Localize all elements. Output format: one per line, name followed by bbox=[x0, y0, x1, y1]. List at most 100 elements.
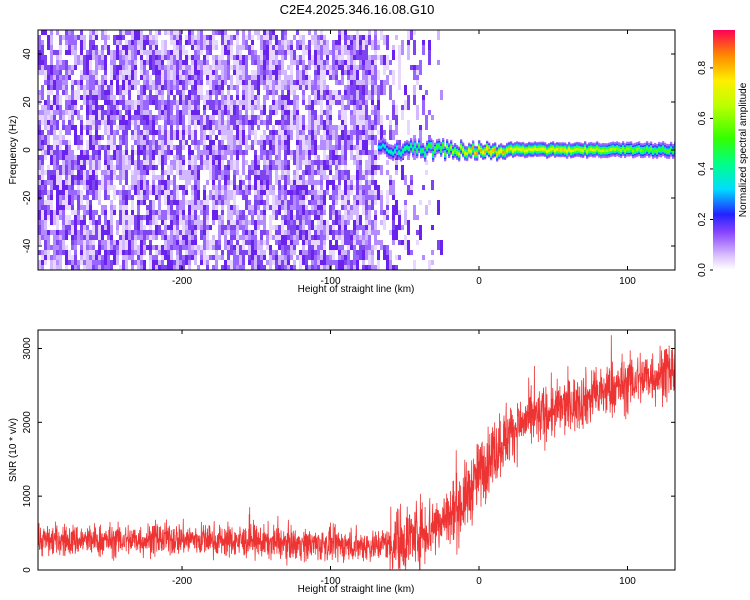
spectrogram-cell bbox=[401, 225, 404, 230]
spectrogram-cell bbox=[422, 255, 425, 260]
spectrogram-cell bbox=[116, 110, 119, 115]
spectrogram-cell bbox=[323, 150, 326, 155]
spectrogram-cell bbox=[374, 65, 377, 80]
spectrogram-cell bbox=[203, 165, 206, 170]
tone-cell bbox=[552, 147, 555, 151]
tone-cell bbox=[648, 148, 651, 152]
spectrogram-cell bbox=[134, 100, 137, 115]
spectrogram-cell bbox=[278, 240, 281, 245]
spectrogram-cell bbox=[356, 130, 359, 145]
spectrogram-cell bbox=[320, 235, 323, 245]
spectrogram-cell bbox=[143, 180, 146, 190]
spectrogram-cell bbox=[344, 130, 347, 145]
spectrogram-cell bbox=[143, 100, 146, 115]
spectrogram-cell bbox=[50, 80, 53, 85]
spectrogram-cell bbox=[134, 175, 137, 185]
spectrogram-cell bbox=[53, 115, 56, 120]
spectrogram-cell bbox=[47, 125, 50, 130]
spectrogram-cell bbox=[203, 65, 206, 75]
tone-cell bbox=[496, 152, 499, 156]
spectrogram-cell bbox=[38, 155, 41, 160]
spectrogram-cell bbox=[62, 150, 65, 155]
spectrogram-cell bbox=[116, 220, 119, 230]
spectrogram-cell bbox=[374, 105, 377, 120]
spectrogram-cell bbox=[56, 60, 59, 65]
spectrogram-cell bbox=[407, 30, 410, 40]
spectrogram-cell bbox=[101, 120, 104, 125]
spectrogram-cell bbox=[95, 45, 98, 50]
spectrogram-cell bbox=[89, 40, 92, 55]
spectrogram-cell bbox=[431, 180, 434, 190]
spectrogram-cell bbox=[263, 265, 266, 270]
spectrogram-cell bbox=[119, 140, 122, 145]
spectrogram-cell bbox=[392, 105, 395, 110]
spectrogram-cell bbox=[212, 240, 215, 245]
spectrogram-cell bbox=[101, 105, 104, 110]
spectrogram-cell bbox=[251, 145, 254, 150]
spectrogram-cell bbox=[407, 40, 410, 45]
spectrogram-cell bbox=[137, 235, 140, 240]
spectrogram-cell bbox=[281, 235, 284, 240]
spectrogram-cell bbox=[95, 225, 98, 240]
spectrogram-cell bbox=[251, 215, 254, 225]
spectrogram-cell bbox=[164, 45, 167, 50]
spectrogram-cell bbox=[335, 240, 338, 250]
spectrogram-cell bbox=[353, 175, 356, 180]
spectrogram-cell bbox=[137, 120, 140, 125]
spectrogram-cell bbox=[38, 160, 41, 170]
spectrogram-cell bbox=[356, 95, 359, 100]
spectrogram-cell bbox=[155, 195, 158, 200]
spectrogram-cell bbox=[347, 45, 350, 50]
spectrogram-cell bbox=[44, 210, 47, 225]
spectrogram-cell bbox=[131, 155, 134, 160]
spectrogram-cell bbox=[296, 220, 299, 225]
spectrogram-cell bbox=[221, 175, 224, 180]
spectrogram-cell bbox=[365, 245, 368, 250]
spectrogram-cell bbox=[104, 150, 107, 160]
spectrogram-cell bbox=[77, 170, 80, 175]
spectrogram-cell bbox=[104, 230, 107, 235]
spectrogram-cell bbox=[221, 140, 224, 145]
spectrogram-cell bbox=[260, 190, 263, 195]
spectrogram-cell bbox=[329, 225, 332, 230]
spectrogram-cell bbox=[74, 105, 77, 110]
spectrogram-cell bbox=[140, 60, 143, 75]
spectrogram-cell bbox=[437, 60, 440, 65]
spectrogram-cell bbox=[272, 65, 275, 70]
spectrogram-cell bbox=[329, 50, 332, 55]
spectrogram-cell bbox=[299, 265, 302, 270]
spectrogram-cell bbox=[197, 85, 200, 100]
spectrogram-cell bbox=[269, 175, 272, 185]
spectrogram-cell bbox=[356, 230, 359, 235]
spectrogram-cell bbox=[146, 145, 149, 150]
spectrogram-cell bbox=[161, 215, 164, 220]
spectrogram-cell bbox=[194, 190, 197, 200]
spectrogram-cell bbox=[200, 155, 203, 165]
spectrogram-cell bbox=[308, 95, 311, 105]
spectrogram-cell bbox=[305, 155, 308, 170]
spectrogram-cell bbox=[245, 85, 248, 95]
spectrogram-cell bbox=[359, 120, 362, 130]
spectrogram-cell bbox=[143, 250, 146, 255]
colorbar: 0.00.20.40.60.8 Normalized spectral ampl… bbox=[697, 30, 749, 277]
spectrogram-cell bbox=[257, 55, 260, 65]
spectrogram-cell bbox=[131, 60, 134, 75]
spectrogram-cell bbox=[89, 190, 92, 195]
tone-cell bbox=[632, 149, 635, 153]
spectrogram-cell bbox=[182, 220, 185, 235]
spectrogram-cell bbox=[233, 170, 236, 175]
spectrogram-cell bbox=[242, 65, 245, 80]
spectrogram-cell bbox=[311, 60, 314, 65]
spectrogram-cell bbox=[152, 135, 155, 145]
tone-cell bbox=[502, 150, 505, 154]
spectrogram-cell bbox=[50, 205, 53, 210]
spectrogram-cell bbox=[284, 120, 287, 125]
spectrogram-cell bbox=[425, 90, 428, 95]
spectrogram-cell bbox=[365, 60, 368, 70]
spectrogram-cell bbox=[320, 95, 323, 100]
spectrogram-cell bbox=[401, 40, 404, 55]
spectrogram-cell bbox=[257, 160, 260, 165]
spectrogram-cell bbox=[353, 90, 356, 100]
spectrogram-cell bbox=[164, 210, 167, 215]
spectrogram-cell bbox=[71, 175, 74, 190]
